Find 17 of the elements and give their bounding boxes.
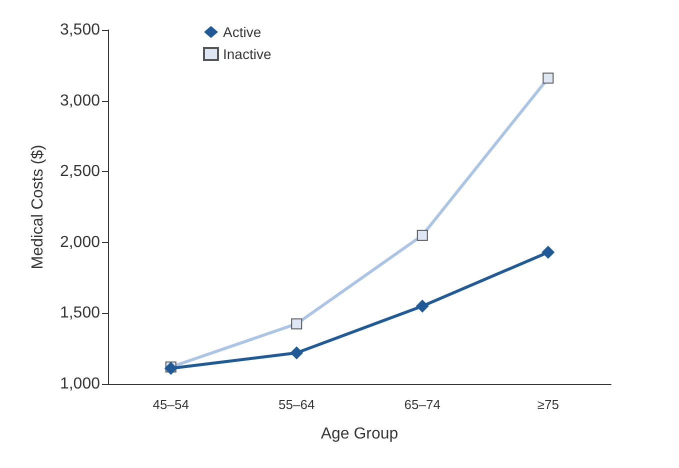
x-tick-label: 55–64 (278, 397, 315, 412)
x-tick-label: ≥75 (537, 397, 559, 412)
y-axis-title: Medical Costs ($) (30, 144, 46, 270)
y-tick-label: 2,000 (60, 234, 100, 251)
legend-label: Active (223, 24, 262, 40)
point (416, 300, 429, 313)
point (290, 346, 304, 360)
y-tick-label: 1,000 (60, 376, 100, 392)
point (542, 246, 555, 259)
x-axis-title: Age Group (320, 426, 398, 442)
y-tick-label: 3,000 (60, 92, 100, 110)
y-tick-label: 1,500 (60, 304, 100, 322)
y-tick-label: 3,500 (60, 22, 100, 38)
x-tick-label: 45–54 (152, 397, 189, 412)
legend-label: Inactive (223, 46, 272, 62)
y-tick-label: 2,500 (60, 163, 100, 180)
x-tick-label: 65–74 (404, 397, 440, 412)
